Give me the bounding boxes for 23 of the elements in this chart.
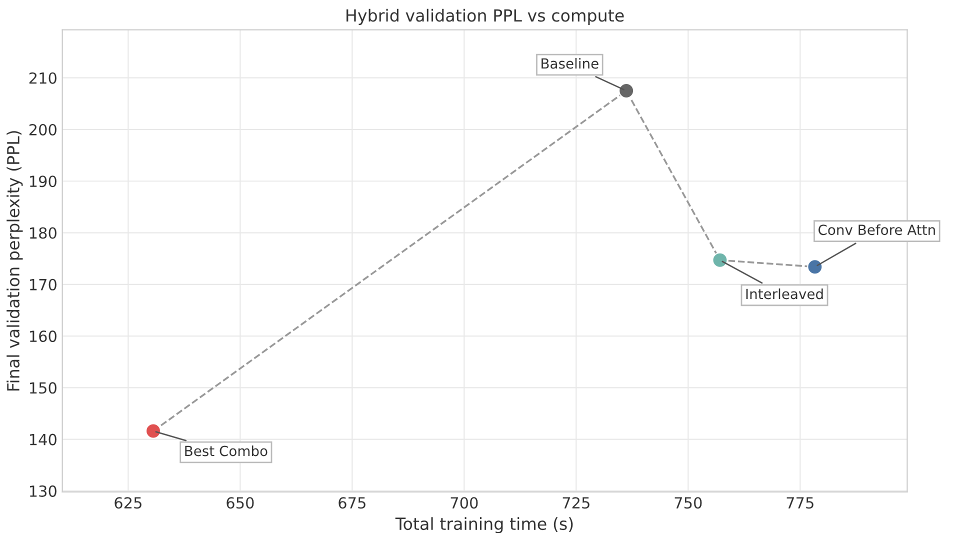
- x-tick-label: 700: [450, 497, 478, 509]
- annotation: Baseline: [542, 58, 598, 69]
- y-tick-label: 160: [30, 330, 56, 342]
- annotation: Best Combo: [185, 445, 268, 456]
- x-tick-label: 675: [338, 497, 366, 509]
- y-tick-label: 150: [30, 382, 56, 394]
- annotation: Conv Before Attn: [818, 224, 935, 236]
- chart-title: Hybrid validation PPL vs compute: [346, 8, 624, 25]
- x-tick-label: 650: [226, 497, 254, 509]
- y-tick-label: 190: [30, 176, 56, 188]
- y-tick-label: 130: [30, 485, 56, 497]
- y-axis-title: Final validation perplexity (PPL): [6, 131, 23, 391]
- x-tick-label: 625: [114, 497, 142, 509]
- y-tick-label: 140: [30, 434, 56, 446]
- x-tick-label: 775: [786, 497, 814, 509]
- y-tick-label: 170: [30, 278, 56, 290]
- annotation: Interleaved: [746, 288, 823, 300]
- x-axis-title: Total training time (s): [395, 517, 573, 533]
- y-tick-label: 200: [29, 124, 56, 136]
- y-tick-label: 210: [29, 72, 56, 84]
- y-tick-label: 180: [30, 227, 56, 239]
- x-tick-label: 750: [674, 497, 702, 509]
- x-tick-label: 725: [562, 497, 590, 509]
